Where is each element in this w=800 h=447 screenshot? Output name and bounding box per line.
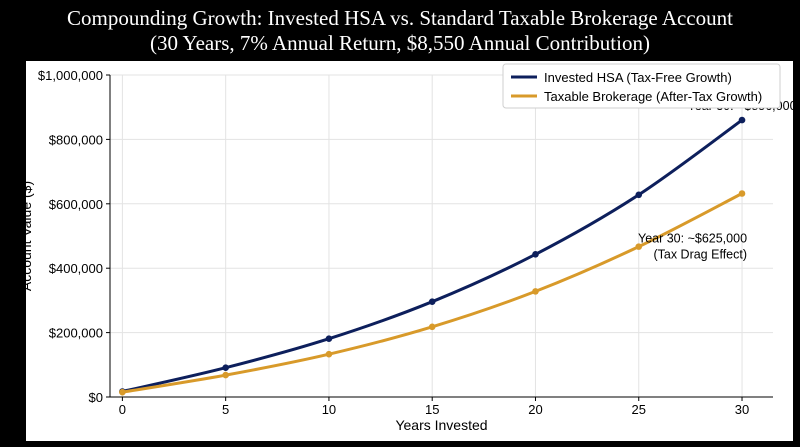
chart-subtitle: (30 Years, 7% Annual Return, $8,550 Annu… <box>150 31 650 55</box>
annotation-brokerage: Year 30: ~$625,000 <box>638 231 747 245</box>
legend-box <box>502 63 781 109</box>
series-1-point <box>119 388 126 396</box>
chart-title: Compounding Growth: Invested HSA vs. Sta… <box>67 6 733 30</box>
x-tick-label: 15 <box>425 402 439 417</box>
y-tick-label: $600,000 <box>49 197 103 212</box>
series-0-point <box>325 335 333 343</box>
series-1-point <box>428 323 436 331</box>
series-0-point <box>635 191 643 199</box>
x-tick-label: 30 <box>735 402 749 417</box>
series-1-point <box>635 243 643 250</box>
legend-label-1: Taxable Brokerage (After-Tax Growth) <box>544 89 762 104</box>
x-axis-label: Years Invested <box>395 417 487 433</box>
y-tick-label: $1,000,000 <box>38 68 103 83</box>
y-tick-label: $800,000 <box>49 132 103 147</box>
legend-label-0: Invested HSA (Tax-Free Growth) <box>544 70 732 85</box>
series-0-point <box>222 364 229 371</box>
y-tick-label: $400,000 <box>49 261 103 276</box>
series-1-point <box>738 190 746 197</box>
x-tick-label: 10 <box>322 402 336 417</box>
x-tick-label: 5 <box>222 402 229 417</box>
series-0-point <box>738 116 746 124</box>
y-tick-label: $0 <box>89 390 103 405</box>
y-axis-label: Account Value ($) <box>18 181 34 291</box>
x-tick-label: 25 <box>632 402 646 417</box>
series-1-point <box>532 288 539 295</box>
x-tick-label: 0 <box>119 402 126 417</box>
series-1-point <box>222 371 229 379</box>
annotation-tax-drag: (Tax Drag Effect) <box>653 247 747 261</box>
x-tick-label: 20 <box>528 402 542 417</box>
y-tick-label: $200,000 <box>49 326 103 341</box>
figure-background <box>26 61 793 441</box>
series-1-point <box>325 350 333 358</box>
series-0-point <box>532 251 539 258</box>
series-0-point <box>428 298 436 305</box>
